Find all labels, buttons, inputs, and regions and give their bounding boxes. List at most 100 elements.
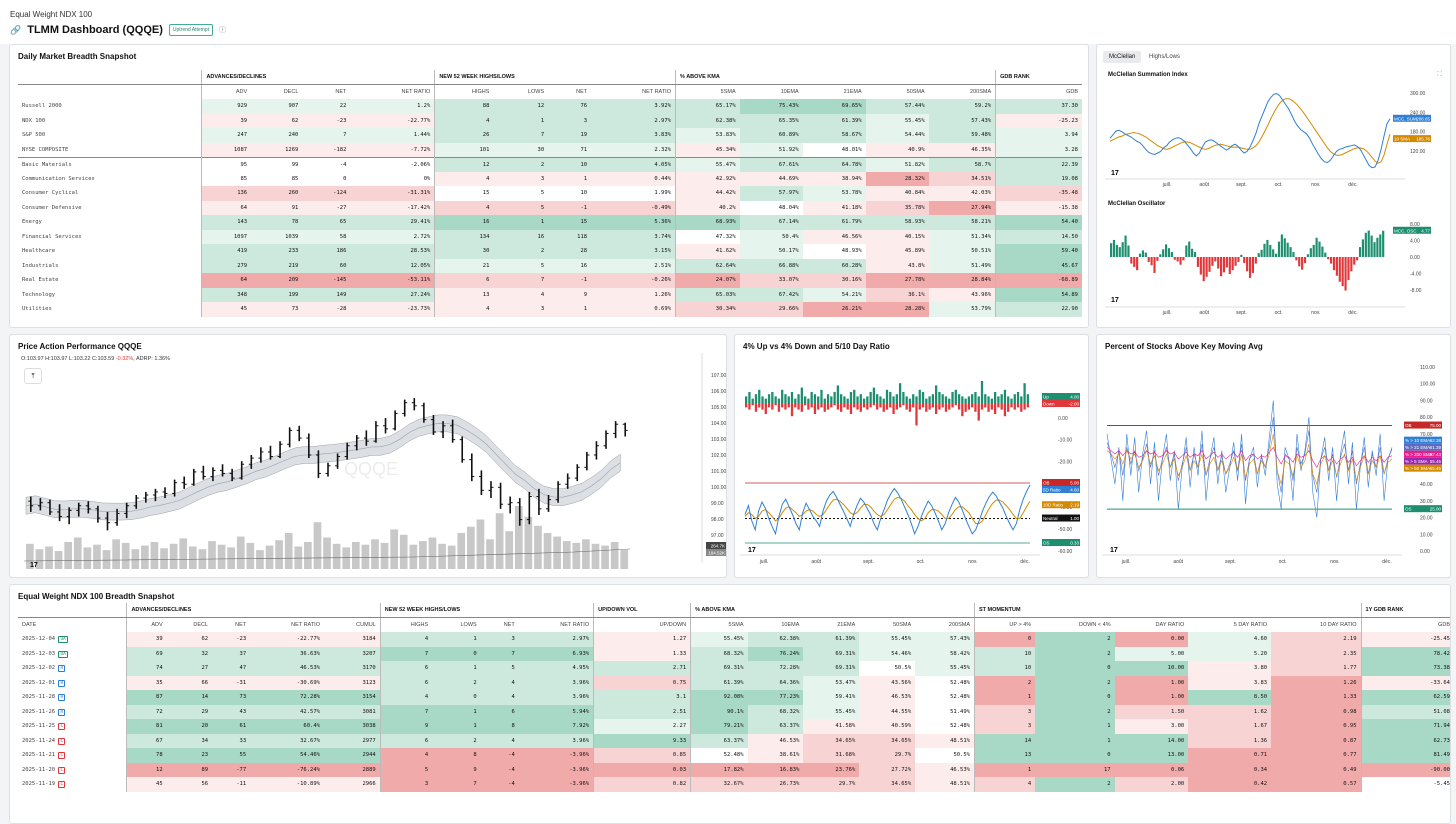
- column-header[interactable]: GDB: [1360, 617, 1450, 632]
- table-row[interactable]: Consumer Defensive 64 91 -27 -17.42% 4 5 -1 -0.4…: [18, 200, 1082, 215]
- table-cell: 0.87: [1271, 733, 1362, 748]
- column-header[interactable]: DATE: [22, 622, 37, 628]
- up-bar: [967, 396, 971, 403]
- column-header[interactable]: 5SMA: [674, 84, 740, 99]
- oscillator-bar: [1191, 248, 1194, 257]
- column-header[interactable]: NET: [503, 622, 515, 628]
- column-header[interactable]: HIGHS: [434, 84, 494, 99]
- column-header[interactable]: DAY RATIO: [1155, 622, 1185, 628]
- column-header[interactable]: LOWS: [527, 89, 545, 95]
- table-row[interactable]: Energy 143 78 65 29.41% 16 1 15 5.36% 68.93% 67.14…: [18, 215, 1082, 230]
- table-row[interactable]: Consumer Cyclical 136 260 -124 -31.31% 15 5 10 1…: [18, 186, 1082, 201]
- column-header[interactable]: UP > 4%: [974, 617, 1036, 632]
- column-header[interactable]: NET RATIO: [560, 622, 590, 628]
- table-row[interactable]: Technology 348 199 149 27.24% 13 4 9 1.26% 65.03%…: [18, 287, 1082, 302]
- column-header[interactable]: DECL: [193, 622, 209, 628]
- table-cell: 48.51%: [915, 733, 975, 748]
- oscillator-bar: [1188, 241, 1191, 257]
- tab-mcclellan[interactable]: McClellan: [1103, 51, 1142, 63]
- status-badge[interactable]: Uptrend Attempt: [168, 24, 214, 36]
- table-row[interactable]: 2025-11-25 C 81 20 61 60.4% 3038 9 1 8 7.92% 2.27 7…: [18, 719, 1450, 734]
- column-header[interactable]: ADV: [126, 617, 167, 632]
- column-header[interactable]: HIGHS: [379, 617, 433, 632]
- table-row[interactable]: 2025-12-02 R 74 27 47 46.53% 3170 6 1 5 4.95% 2.71…: [18, 661, 1450, 676]
- table-row[interactable]: 2025-11-21 C 78 23 55 54.46% 2944 4 8 -4 -3.96% 0.…: [18, 748, 1450, 763]
- oscillator-bar: [1234, 257, 1237, 266]
- table-row[interactable]: NYSE COMPOSITE 1087 1269 -182 -7.72% 101 30 71 2…: [18, 142, 1082, 157]
- table-row[interactable]: Basic Materials 95 99 -4 -2.06% 12 2 10 4.05% 55.…: [18, 156, 1082, 172]
- pct-chart: 110.00100.0090.0080.0070.0060.0050.0040.…: [1102, 365, 1442, 565]
- table-cell: 5.20: [1188, 646, 1272, 661]
- table-row[interactable]: Healthcare 419 233 186 28.53% 30 2 28 3.15% 41.62…: [18, 244, 1082, 259]
- table-row[interactable]: NDX 100 39 62 -23 -22.77% 4 1 3 2.97% 62.38% 65.35…: [18, 113, 1082, 128]
- column-header[interactable]: 5SMA: [690, 617, 748, 632]
- column-header[interactable]: DOWN < 4%: [1078, 622, 1111, 628]
- column-header[interactable]: 10EMA: [781, 622, 800, 628]
- column-header[interactable]: 200SMA: [948, 622, 970, 628]
- column-header[interactable]: NET RATIO: [642, 89, 671, 95]
- down-bar: [941, 403, 944, 408]
- table-cell: 3.00: [1114, 719, 1189, 734]
- table-row[interactable]: 2025-11-28 R 87 14 73 72.28% 3154 4 0 4 3.96% 3.1 9…: [18, 690, 1450, 705]
- table-cell: 33.07%: [739, 273, 803, 288]
- table-row[interactable]: Industrials 279 219 60 12.05% 21 5 16 2.51% 62.64…: [18, 258, 1082, 273]
- table-row[interactable]: Utilities 45 73 -28 -23.73% 4 3 1 0.69% 30.34% 29.…: [18, 302, 1082, 317]
- oscillator-bar: [1321, 246, 1324, 257]
- table-cell: 40.9%: [865, 142, 929, 157]
- table-cell: 7: [493, 128, 549, 143]
- expand-icon[interactable]: ⛶: [1437, 71, 1442, 78]
- table-row[interactable]: Real Estate 64 209 -145 -53.11% 6 7 -1 -0.26% 24.…: [18, 273, 1082, 288]
- table-row[interactable]: S&P 500 247 240 7 1.44% 26 7 19 3.83% 53.83% 60.89…: [18, 128, 1082, 143]
- link-icon[interactable]: 🔗: [10, 24, 22, 35]
- column-header[interactable]: LOWS: [460, 622, 477, 628]
- column-header[interactable]: NET RATIO: [401, 89, 431, 95]
- table-row[interactable]: 2025-11-20 C 12 89 -77 -76.24% 2889 5 9 -4 -3.96%…: [18, 762, 1450, 777]
- table-row[interactable]: Financial Services 1097 1039 58 2.72% 134 16 11…: [18, 229, 1082, 244]
- column-header[interactable]: DECL: [283, 89, 299, 95]
- column-header[interactable]: NET: [235, 622, 247, 628]
- table-cell: 28.28%: [865, 302, 929, 317]
- column-header[interactable]: 50SMA: [893, 622, 912, 628]
- volume-ma-tag-value: 184.52K: [708, 551, 725, 556]
- column-header[interactable]: UP/DOWN: [593, 617, 691, 632]
- table-cell: 2.97%: [591, 113, 676, 128]
- table-row[interactable]: 2025-12-03 UA 69 32 37 36.63% 3207 7 0 7 6.93% 1.3…: [18, 646, 1450, 661]
- column-header[interactable]: ADV: [201, 84, 252, 99]
- sma-tag-label: 10 SMA: [1394, 137, 1410, 142]
- up-bar: [889, 392, 892, 403]
- table-row[interactable]: 2025-12-01 R 35 66 -31 -30.69% 3123 6 2 4 3.96% 0.…: [18, 675, 1450, 690]
- column-header[interactable]: GDB: [995, 84, 1082, 99]
- volume-bar: [457, 533, 466, 569]
- table-row[interactable]: Communication Services 85 85 0 0% 4 3 1 0.44% 42.…: [18, 171, 1082, 186]
- tradingview-logo: 17: [1111, 170, 1119, 177]
- up-bar: [810, 392, 813, 403]
- tab-highs-lows[interactable]: Highs/Lows: [1149, 54, 1181, 60]
- share-button[interactable]: ⤒: [24, 368, 42, 384]
- column-header[interactable]: NET RATIO: [291, 622, 320, 628]
- column-header[interactable]: 21EMA: [837, 622, 856, 628]
- group-header: 1Y GDB RANK: [1360, 603, 1450, 618]
- table-cell: 59.41%: [803, 690, 860, 705]
- column-header[interactable]: NET: [335, 89, 347, 95]
- column-header[interactable]: 21EMA: [843, 89, 862, 95]
- column-header[interactable]: 50SMA: [906, 89, 925, 95]
- table-row[interactable]: 2025-11-19 C 45 56 -11 -10.89% 2966 3 7 -4 -3.96%…: [18, 777, 1450, 792]
- table-cell: 4: [379, 632, 433, 647]
- table-cell: 3.96%: [518, 690, 594, 705]
- column-header[interactable]: 200SMA: [970, 89, 992, 95]
- column-header[interactable]: 10 DAY RATIO: [1320, 622, 1357, 628]
- info-icon[interactable]: ⓘ: [219, 27, 227, 34]
- table-cell: 55: [212, 748, 251, 763]
- table-row[interactable]: 2025-12-04 UA 39 62 -23 -22.77% 3184 4 1 3 2.97% 1…: [18, 632, 1450, 647]
- table-row[interactable]: Russell 2000 929 907 22 1.2% 88 12 76 3.92% 65.17…: [18, 99, 1082, 114]
- table-cell: 29.66%: [739, 302, 803, 317]
- column-header[interactable]: CUMUL: [356, 622, 376, 628]
- table-cell: 38.61%: [747, 748, 804, 763]
- column-header[interactable]: 10EMA: [780, 89, 799, 95]
- volume-bar: [284, 533, 293, 569]
- table-row[interactable]: 2025-11-26 R 72 29 43 42.57% 3081 7 1 6 5.94% 2.51…: [18, 704, 1450, 719]
- column-header[interactable]: NET: [576, 89, 588, 95]
- column-header[interactable]: 5 DAY RATIO: [1233, 622, 1268, 628]
- table-row[interactable]: 2025-11-24 C 67 34 33 32.67% 2977 6 2 4 3.96% 9.33…: [18, 733, 1450, 748]
- table-cell: 7: [379, 646, 433, 661]
